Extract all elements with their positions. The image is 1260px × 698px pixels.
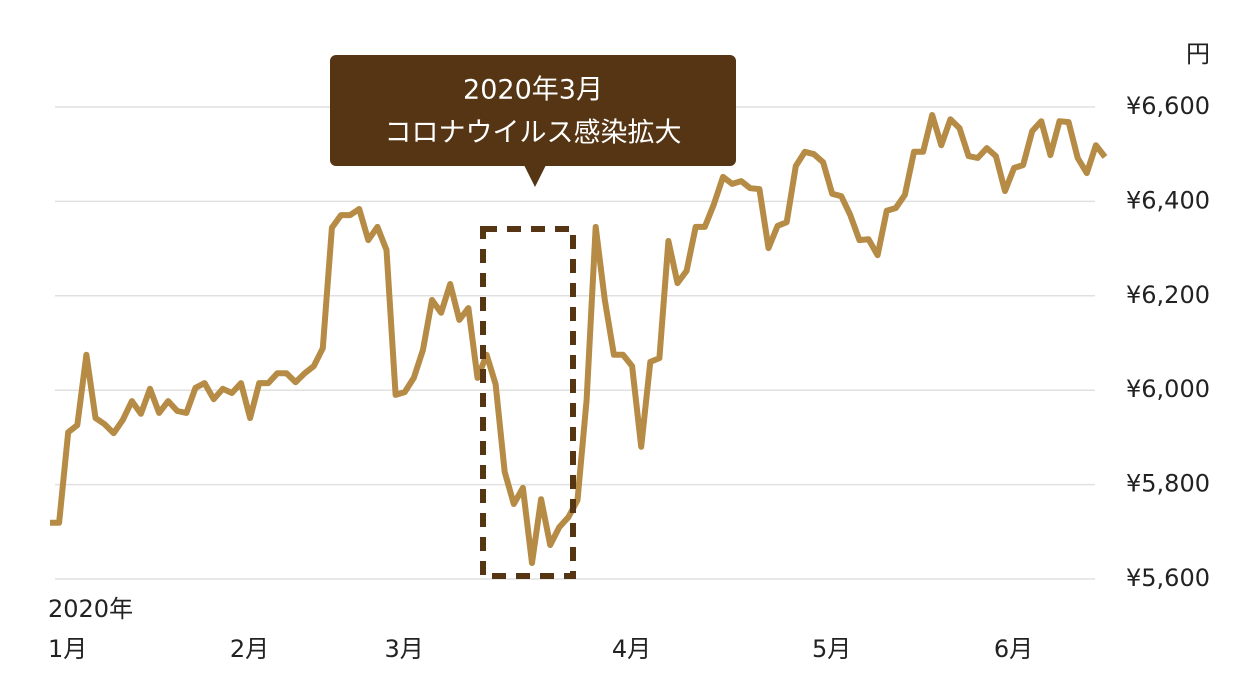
annotation-text: コロナウイルス感染拡大 — [385, 118, 682, 149]
x-tick-label: 4月 — [612, 635, 651, 663]
y-tick-label: ¥5,600 — [1126, 564, 1210, 592]
x-tick-label: 1月 — [48, 635, 87, 663]
y-tick-label: ¥6,200 — [1126, 281, 1210, 309]
plot: ¥5,600 ¥5,800 ¥6,000 ¥6,200 ¥6,400 ¥6,600 1月 2月… — [48, 92, 1210, 663]
price-line — [50, 112, 1108, 566]
x-tick-label: 5月 — [812, 635, 851, 663]
y-tick-label: ¥6,000 — [1126, 375, 1210, 403]
y-tick-label: ¥5,800 — [1126, 470, 1210, 498]
annotation-box — [330, 55, 736, 166]
annotation-pointer — [524, 165, 546, 187]
y-unit: 円 — [1186, 40, 1210, 68]
x-tick-label: 6月 — [994, 635, 1033, 663]
annotation-title: 2020年3月 — [463, 75, 603, 106]
x-tick-label: 2月 — [230, 635, 269, 663]
y-tick-label: ¥6,600 — [1126, 92, 1210, 120]
y-tick-label: ¥6,400 — [1126, 186, 1210, 214]
x-year-label: 2020年 — [48, 595, 133, 623]
x-tick-label: 3月 — [385, 635, 424, 663]
highlight-box — [480, 226, 576, 579]
